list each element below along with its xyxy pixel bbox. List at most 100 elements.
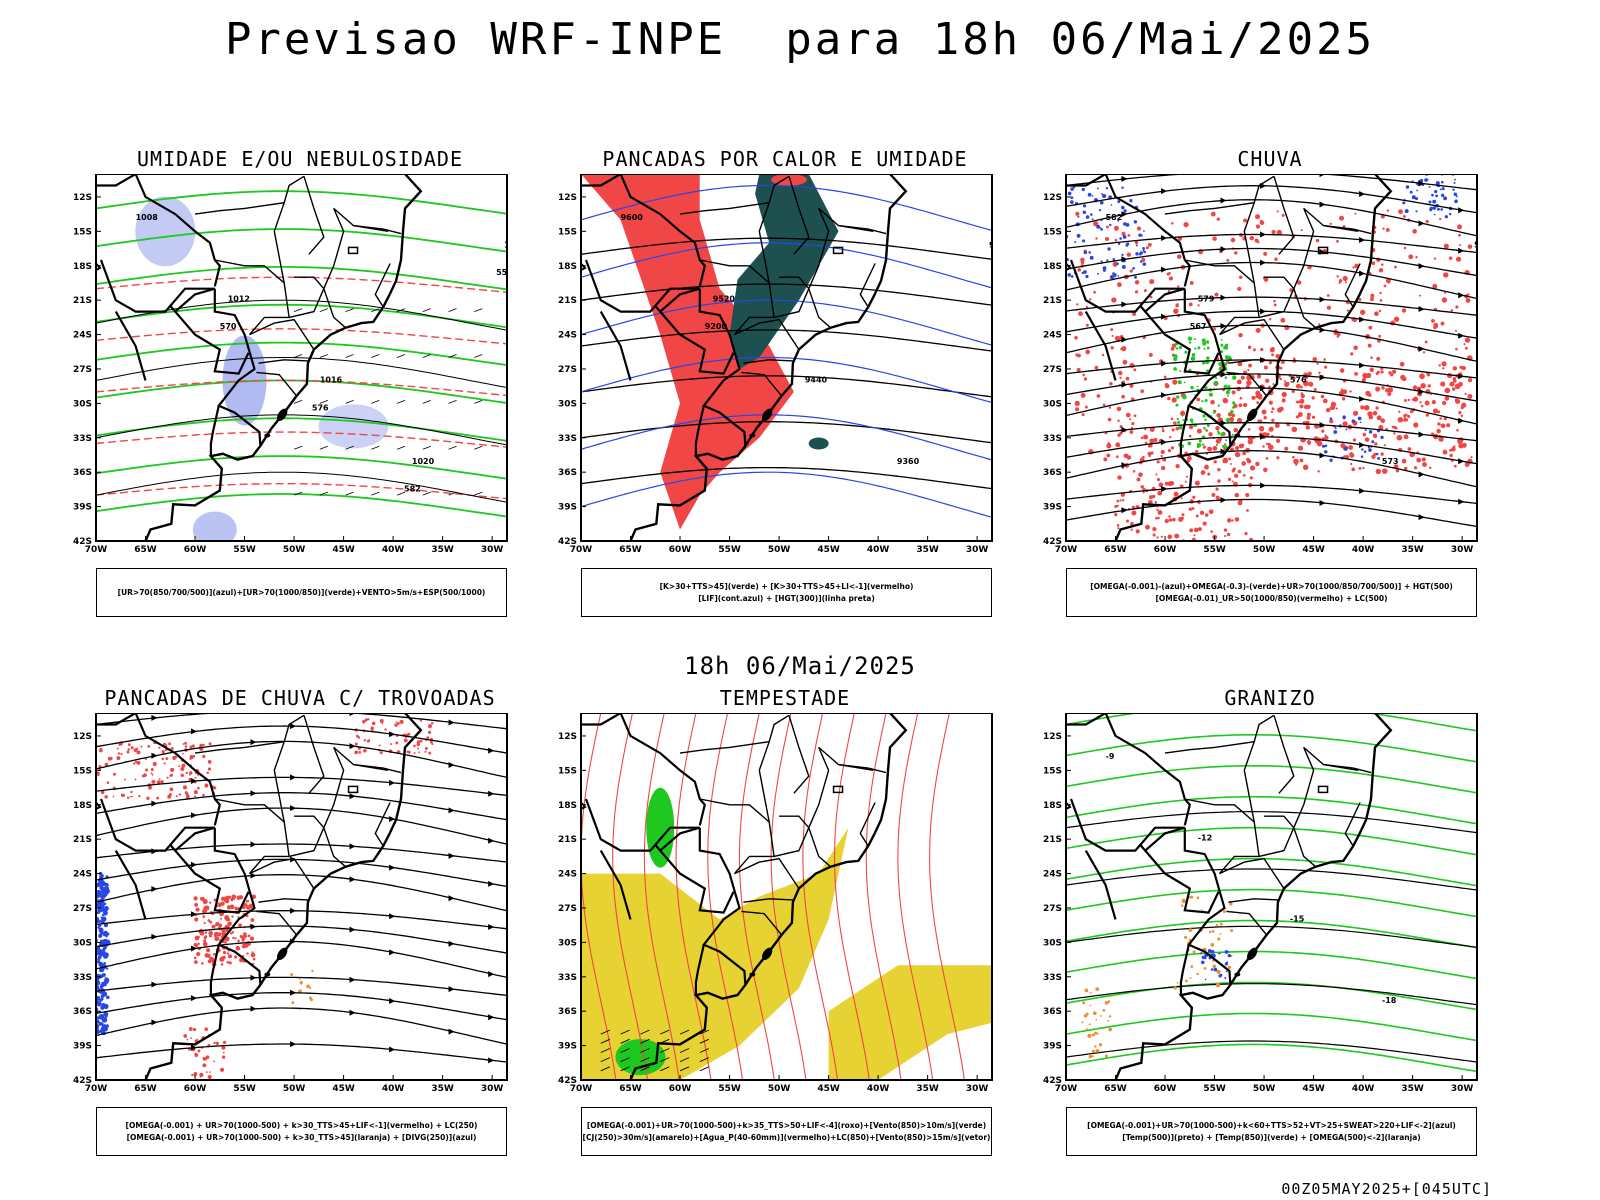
precip-dot [1458,233,1461,237]
contour-label: 1008 [136,213,159,222]
lon-tick-label: 55W [718,1084,741,1094]
precip-dot [202,899,208,905]
precip-dot [1274,257,1278,261]
precip-dot [429,740,433,744]
precip-dot [1409,190,1413,194]
streamline [1066,199,1477,237]
streamline [1066,310,1477,339]
precip-dot [1121,253,1124,256]
map-background [96,713,507,1080]
precip-dot [1074,335,1078,340]
precip-dot [1225,961,1229,964]
humidity-green-contour [96,228,507,253]
precip-dot [1465,298,1471,303]
lat-tick-label: 36S [73,1007,92,1017]
precip-dot [1181,513,1185,517]
precip-dot [246,905,251,910]
wind-vector [620,1066,630,1072]
precip-dot [1237,361,1243,367]
precip-dot [1081,1021,1084,1024]
precip-dot [1281,213,1285,217]
precip-dot [1451,447,1456,452]
lat-tick-label: 42S [1043,537,1062,547]
precip-dot [1324,365,1328,369]
precip-dot [188,774,191,776]
precip-dot [131,795,133,798]
precip-dot [1387,387,1394,393]
precip-dot [1087,192,1092,197]
stream-arrow [191,911,198,918]
country-border [1183,827,1232,985]
precip-dot [116,756,121,761]
coastline [1114,713,1393,1080]
wind-vector [396,491,406,496]
precip-dot [1398,410,1401,413]
precip-dot [207,1074,212,1079]
country-border [114,311,147,381]
precip-dot [103,945,107,950]
lat-tick-label: 21S [558,296,577,306]
temp850-contour [1066,795,1477,825]
precip-dot [120,752,123,756]
precip-dot [1114,504,1118,508]
precip-dot [151,773,154,776]
country-border [599,311,632,381]
precip-dot [1185,979,1188,983]
temp850-contour [1066,888,1477,918]
precip-dot [384,728,387,731]
lagoon [1247,947,1258,961]
precip-dot [1121,345,1127,352]
precip-dot [1306,412,1311,417]
precip-dot [1085,323,1089,327]
precip-dot [1407,414,1411,418]
precip-dot [1255,395,1258,398]
precip-dot [1202,521,1207,526]
precip-dot [1090,213,1093,216]
precip-dot [1161,429,1165,433]
precip-dot [1177,254,1182,259]
precip-dot [427,724,432,729]
precip-dot [1219,973,1223,977]
stream-arrow [290,1041,297,1048]
precip-dot [1160,454,1163,458]
precip-dot [1362,432,1367,437]
precip-dot [1455,256,1462,262]
map-pancadas-calor: 96009520944093609280920012S15S18S21S24S2… [558,174,993,555]
precip-dot [1201,361,1206,365]
panel-5-legend: [OMEGA(-0.001)+UR>70(1000-500)+k>35_TTS>… [581,1107,992,1156]
humidity-blue-area [318,404,389,449]
precip-dot [1257,374,1262,379]
precip-dot [1113,225,1119,231]
precip-dot [1271,353,1274,357]
precip-dot [150,772,153,775]
precip-dot [1187,336,1193,341]
jet-stream-area [828,965,992,1080]
country-border [209,944,220,996]
streamline [96,992,507,1021]
precip-dot [1108,1027,1113,1032]
precip-dot [1216,217,1220,221]
state-border [1219,857,1285,889]
precip-dot [202,793,205,797]
precip-dot [1085,274,1089,279]
precip-dot [1190,895,1194,899]
precip-dot [1196,397,1201,402]
precip-dot [1117,242,1121,246]
coastline [629,713,908,1080]
stream-arrow [151,1019,158,1026]
precip-dot [310,998,313,1002]
precip-dot [1246,509,1249,512]
precip-dot [231,915,234,918]
precip-dot [99,748,103,751]
precip-dot [1405,413,1408,417]
precip-dot [243,932,247,936]
precip-dot [1164,382,1169,387]
precip-dot [1112,257,1116,261]
precip-dot [1130,522,1134,526]
precip-dot [106,967,109,970]
precip-dot [207,919,211,922]
precip-dot [1438,436,1444,442]
precip-dot [1255,461,1260,467]
precip-dot [207,761,211,764]
precip-dot [1315,238,1320,243]
